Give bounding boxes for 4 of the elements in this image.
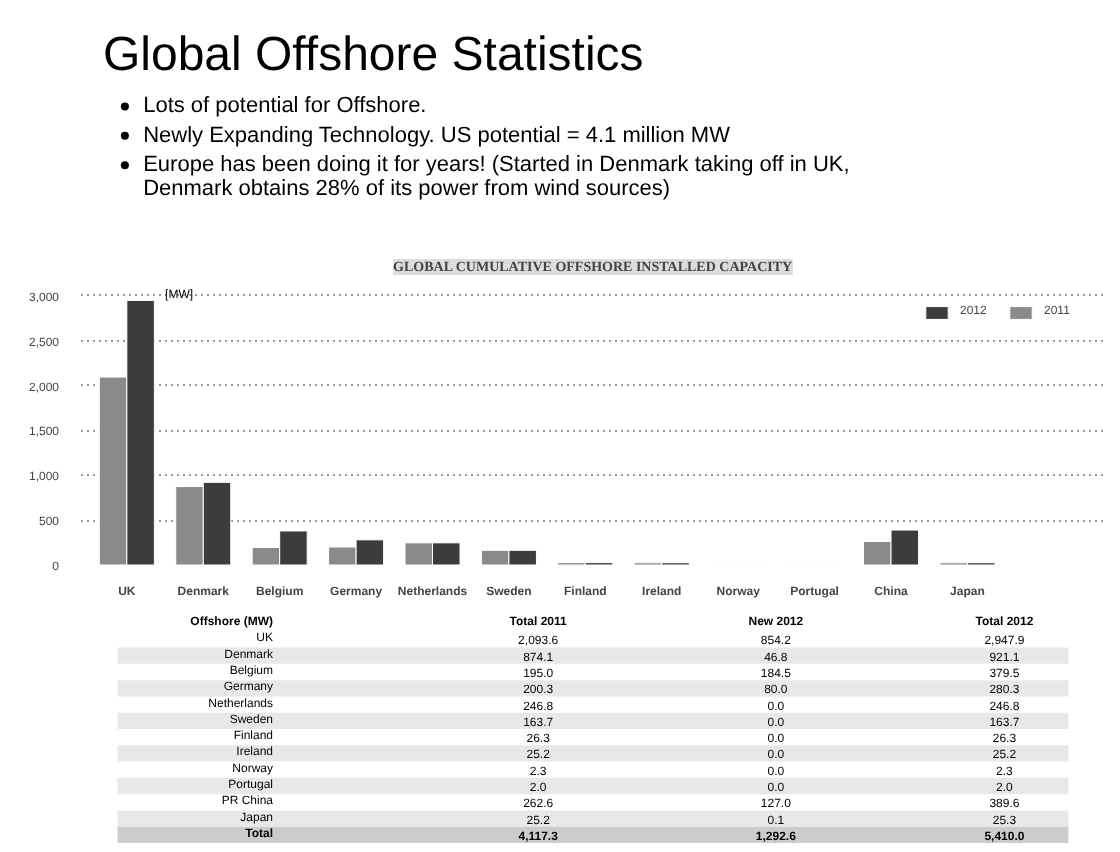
chart-title: Global Offshore Statistics <box>102 28 644 83</box>
text: Europe has been doing it for years! (Started in Denmark taking off in UK, Denmark obtains 28% of its power from wind sources) <box>143 153 850 202</box>
text: Newly Expanding Technology. US potential = 4.1 million MW <box>143 123 732 148</box>
text: Lots of potential for Offshore. <box>143 94 427 119</box>
